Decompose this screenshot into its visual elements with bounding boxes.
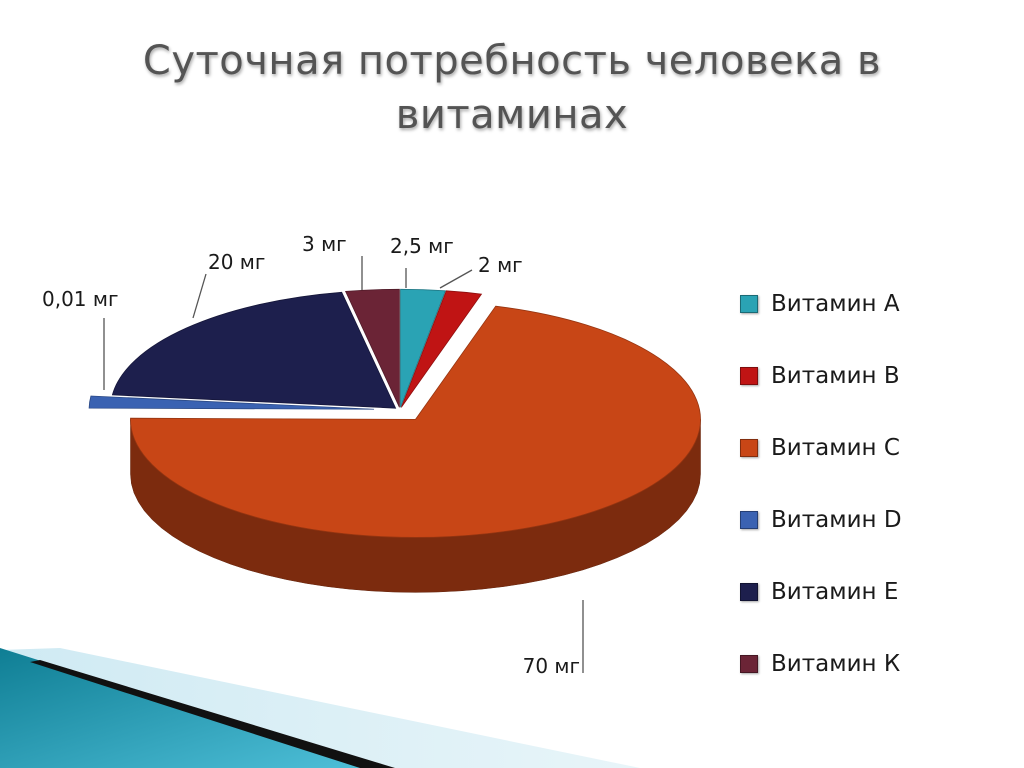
legend-swatch-vitamin-d bbox=[740, 511, 758, 529]
legend-item-vitamin-c: Витамин С bbox=[740, 412, 902, 484]
data-label-vitamin-b: 2 мг bbox=[478, 253, 523, 277]
legend-swatch-vitamin-b bbox=[740, 367, 758, 385]
legend-swatch-vitamin-a bbox=[740, 295, 758, 313]
legend-swatch-vitamin-e bbox=[740, 583, 758, 601]
slice-vitamin-c bbox=[130, 305, 701, 593]
leader-line-vitamin-e bbox=[192, 273, 207, 319]
slice-vitamin-b bbox=[400, 290, 483, 408]
legend-swatch-vitamin-c bbox=[740, 439, 758, 457]
slice-vitamin-a bbox=[400, 288, 446, 408]
legend-item-vitamin-a: Витамин А bbox=[740, 268, 902, 340]
legend-label-vitamin-k: Витамин К bbox=[771, 651, 901, 677]
legend-item-vitamin-e: Витамин Е bbox=[740, 556, 902, 628]
leader-line-vitamin-b bbox=[439, 269, 473, 289]
legend-item-vitamin-d: Витамин D bbox=[740, 484, 902, 556]
legend-label-vitamin-e: Витамин Е bbox=[771, 579, 899, 605]
slide-title: Суточная потребность человека в витамина… bbox=[142, 38, 882, 138]
slice-vitamin-d bbox=[88, 395, 375, 410]
legend-label-vitamin-a: Витамин А bbox=[771, 291, 900, 317]
legend-label-vitamin-d: Витамин D bbox=[771, 507, 902, 533]
legend-label-vitamin-c: Витамин С bbox=[771, 435, 900, 461]
chart-legend: Витамин А Витамин В Витамин С Витамин D … bbox=[740, 268, 902, 700]
legend-item-vitamin-b: Витамин В bbox=[740, 340, 902, 412]
slide-decoration bbox=[0, 648, 640, 768]
legend-label-vitamin-b: Витамин В bbox=[771, 363, 900, 389]
legend-swatch-vitamin-k bbox=[740, 655, 758, 673]
data-label-vitamin-e: 20 мг bbox=[208, 250, 265, 274]
legend-item-vitamin-k: Витамин К bbox=[740, 628, 902, 700]
data-label-vitamin-d: 0,01 мг bbox=[42, 287, 118, 311]
slice-vitamin-k bbox=[344, 288, 400, 408]
data-label-vitamin-c: 70 мг bbox=[523, 654, 580, 678]
data-label-vitamin-k: 3 мг bbox=[302, 232, 347, 256]
slice-vitamin-e bbox=[111, 291, 397, 409]
data-label-vitamin-a: 2,5 мг bbox=[390, 234, 454, 258]
